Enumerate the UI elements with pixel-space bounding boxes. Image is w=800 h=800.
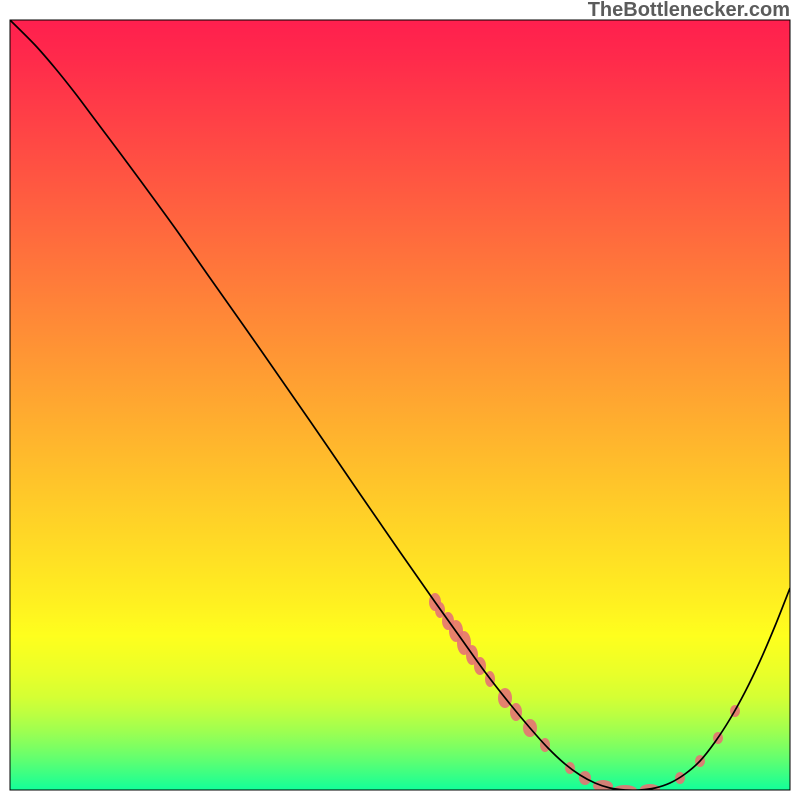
watermark-text: TheBottlenecker.com	[588, 0, 790, 21]
chart-container: TheBottlenecker.com	[0, 0, 800, 800]
bottleneck-chart: TheBottlenecker.com	[0, 0, 800, 800]
plot-background	[10, 20, 790, 790]
